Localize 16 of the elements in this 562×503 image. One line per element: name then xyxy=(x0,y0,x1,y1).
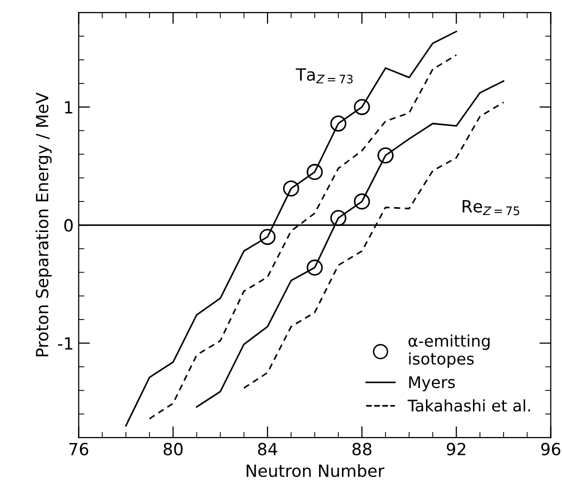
y-tick-label: 0 xyxy=(64,219,73,232)
x-axis-title: Neutron Number xyxy=(246,464,384,478)
legend-label: Myers xyxy=(409,376,455,392)
annotation: Re$_{Z=75}$ xyxy=(462,200,520,216)
x-tick-label: 84 xyxy=(258,442,278,456)
y-tick-label: 1 xyxy=(65,101,72,114)
x-tick-label: 88 xyxy=(352,442,372,456)
legend-label: α-emitting isotopes xyxy=(408,334,490,368)
legend-label: Takahashi et al. xyxy=(408,399,530,412)
x-tick-label: 92 xyxy=(446,442,466,456)
y-axis-title: Proton Separation Energy / MeV xyxy=(36,92,52,356)
x-tick-label: 96 xyxy=(541,442,560,456)
x-tick-label: 76 xyxy=(69,442,88,456)
annotation: Ta$_{Z=73}$ xyxy=(296,68,353,84)
y-tick-label: -1 xyxy=(58,337,72,350)
x-tick-label: 80 xyxy=(164,442,183,456)
